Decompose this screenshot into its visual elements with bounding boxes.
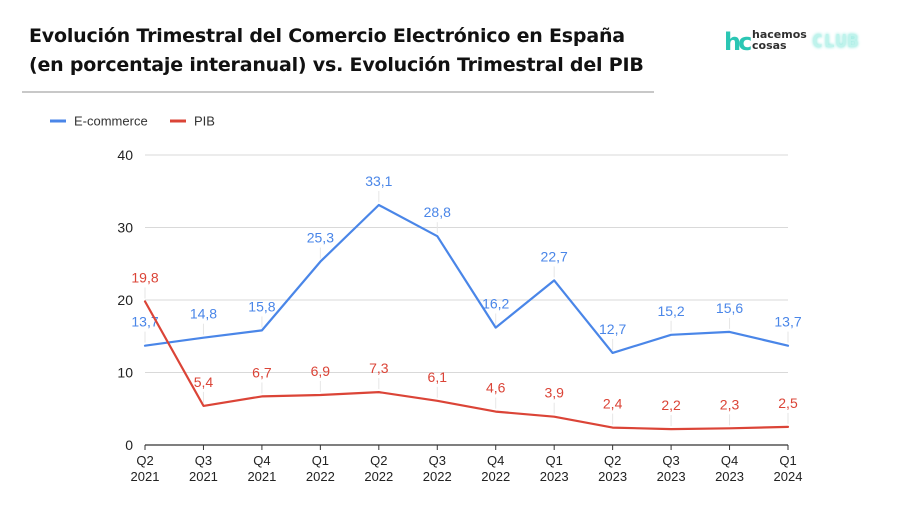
x-tick-label-quarter: Q2 — [604, 453, 621, 468]
x-tick-label-quarter: Q4 — [721, 453, 738, 468]
x-tick-label-quarter: Q4 — [487, 453, 504, 468]
x-tick-label-year: 2021 — [247, 469, 276, 484]
data-label-e-commerce: 12,7 — [599, 321, 626, 337]
logo-wordmark: hacemos cosas — [752, 29, 807, 51]
logo-mark: hc — [724, 28, 752, 56]
data-label-pib: 5,4 — [194, 374, 214, 390]
data-label-e-commerce: 15,6 — [716, 300, 743, 316]
data-label-pib: 2,5 — [778, 395, 798, 411]
data-label-pib: 3,9 — [544, 385, 564, 401]
data-label-e-commerce: 14,8 — [190, 306, 217, 322]
x-tick-label-quarter: Q3 — [429, 453, 446, 468]
y-tick-label: 30 — [117, 220, 133, 236]
data-label-pib: 4,6 — [486, 380, 506, 396]
data-label-pib: 6,7 — [252, 364, 272, 380]
logo-club: CLUB — [812, 31, 860, 52]
x-tick-label-quarter: Q1 — [779, 453, 796, 468]
legend-label-e-commerce: E-commerce — [74, 114, 148, 129]
series-line-e-commerce — [143, 203, 790, 354]
x-tick-label-quarter: Q3 — [195, 453, 212, 468]
logo-word-1: hacemos — [752, 28, 807, 41]
x-tick-label-year: 2023 — [715, 469, 744, 484]
data-label-pib: 6,1 — [428, 369, 448, 385]
x-tick-label-year: 2022 — [481, 469, 510, 484]
chart-title: Evolución Trimestral del Comercio Electr… — [29, 22, 669, 80]
y-tick-label: 10 — [117, 365, 133, 381]
x-tick-label-year: 2022 — [364, 469, 393, 484]
data-label-e-commerce: 15,2 — [657, 303, 684, 319]
legend-label-pib: PIB — [194, 114, 215, 129]
data-label-e-commerce: 13,7 — [774, 314, 801, 330]
x-tick-label-quarter: Q2 — [136, 453, 153, 468]
series-line-pib — [143, 300, 790, 431]
data-label-pib: 2,3 — [720, 396, 740, 412]
x-tick-label-quarter: Q1 — [312, 453, 329, 468]
data-label-e-commerce: 13,7 — [131, 314, 158, 330]
x-tick-label-year: 2024 — [774, 469, 803, 484]
x-tick-label-quarter: Q3 — [662, 453, 679, 468]
x-tick-label-year: 2023 — [657, 469, 686, 484]
data-label-e-commerce: 33,1 — [365, 173, 392, 189]
data-label-e-commerce: 28,8 — [424, 204, 451, 220]
x-tick-label-quarter: Q4 — [253, 453, 270, 468]
y-tick-label: 40 — [117, 147, 133, 163]
y-tick-label: 0 — [125, 437, 133, 453]
x-tick-label-quarter: Q1 — [546, 453, 563, 468]
logo-word-2: cosas — [752, 39, 787, 52]
x-tick-label-year: 2021 — [131, 469, 160, 484]
data-label-e-commerce: 16,2 — [482, 296, 509, 312]
data-label-pib: 7,3 — [369, 360, 389, 376]
x-tick-label-year: 2022 — [306, 469, 335, 484]
title-divider — [22, 91, 654, 93]
chart-title-line-2: (en porcentaje interanual) vs. Evolución… — [29, 54, 644, 76]
x-tick-label-year: 2021 — [189, 469, 218, 484]
y-tick-label: 20 — [117, 292, 133, 308]
data-label-e-commerce: 15,8 — [248, 298, 275, 314]
data-label-e-commerce: 22,7 — [541, 248, 568, 264]
data-label-pib: 19,8 — [131, 269, 158, 285]
x-tick-label-year: 2022 — [423, 469, 452, 484]
data-label-pib: 2,2 — [661, 397, 681, 413]
data-label-pib: 2,4 — [603, 396, 623, 412]
x-tick-label-year: 2023 — [540, 469, 569, 484]
data-label-pib: 6,9 — [311, 363, 331, 379]
chart-title-line-1: Evolución Trimestral del Comercio Electr… — [29, 25, 625, 47]
x-tick-label-quarter: Q2 — [370, 453, 387, 468]
data-label-e-commerce: 25,3 — [307, 230, 334, 246]
x-tick-label-year: 2023 — [598, 469, 627, 484]
brand-logo: hc hacemos cosas CLUB — [724, 28, 874, 56]
